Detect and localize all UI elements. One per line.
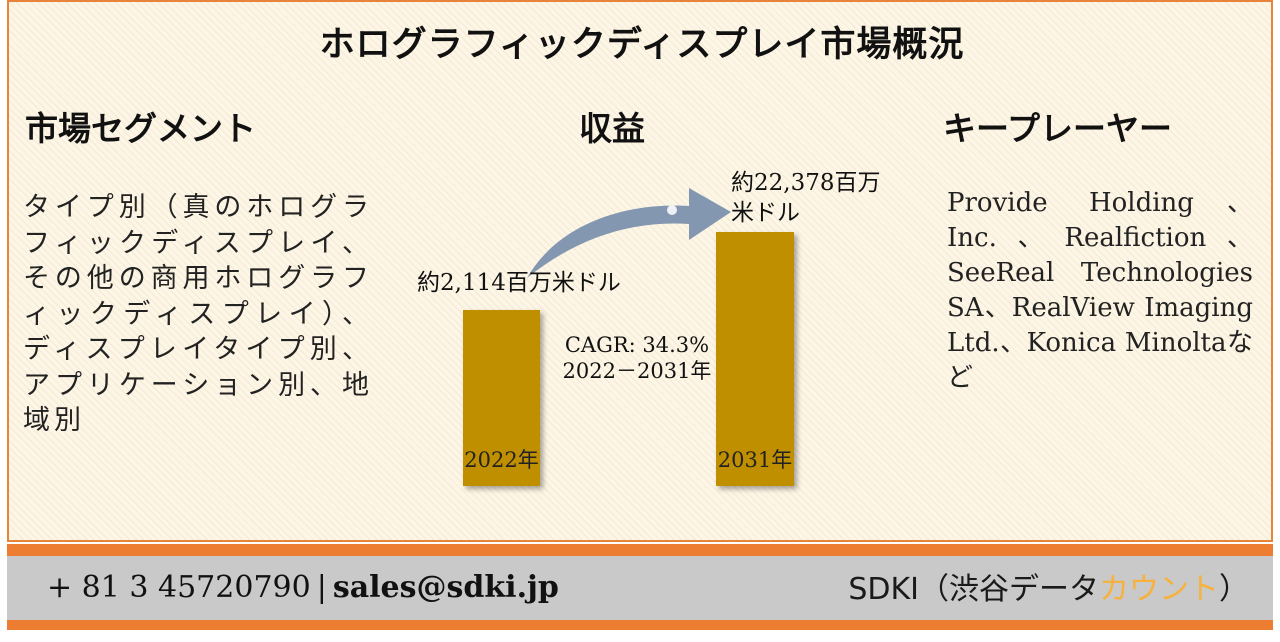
contact-info: + 81 3 45720790 | sales@sdki.jp [47, 570, 559, 605]
contact-separator: | [316, 570, 327, 605]
segment-heading: 市場セグメント [25, 109, 256, 148]
growth-arrow-icon [527, 188, 731, 278]
footer: + 81 3 45720790 | sales@sdki.jp SDKI（渋谷データ… [7, 556, 1273, 620]
cagr-label: CAGR: 34.3% 2022－2031年 [557, 332, 717, 384]
bar-label-2022: 2022年 [464, 448, 539, 472]
value-label-2031: 約22,378百万米ドル [731, 170, 881, 226]
players-heading: キープレーヤー [943, 109, 1173, 148]
revenue-heading: 収益 [579, 109, 645, 148]
cagr-rate: CAGR: 34.3% [564, 333, 710, 357]
bar-2022: 2022年 [463, 310, 540, 486]
email-link[interactable]: sales@sdki.jp [332, 570, 559, 605]
phone-number[interactable]: + 81 3 45720790 [47, 570, 311, 605]
players-text: Provide Holding、Inc.、Realfiction、SeeReal… [947, 188, 1253, 393]
segment-text: タイプ別（真のホログラフィックディスプレイ、その他の商用ホログラフィックディスプ… [23, 192, 373, 436]
bar-2031: 2031年 [716, 232, 794, 486]
cagr-period: 2022－2031年 [562, 359, 712, 383]
brand-close: ） [1219, 572, 1249, 607]
bar-label-2031: 2031年 [717, 448, 793, 472]
divider-band-bottom [7, 620, 1273, 630]
infographic-card: ホログラフィックディスプレイ市場概況 市場セグメント 収益 キープレーヤー タイ… [7, 0, 1273, 542]
brand-name: SDKI（渋谷データカウント） [848, 564, 1249, 608]
divider-band-top [7, 544, 1273, 556]
value-label-2022: 約2,114百万米ドル [417, 270, 621, 296]
brand-main: SDKI（渋谷データ [848, 572, 1099, 607]
brand-accent: カウント [1099, 572, 1219, 607]
page-title: ホログラフィックディスプレイ市場概況 [319, 24, 965, 65]
